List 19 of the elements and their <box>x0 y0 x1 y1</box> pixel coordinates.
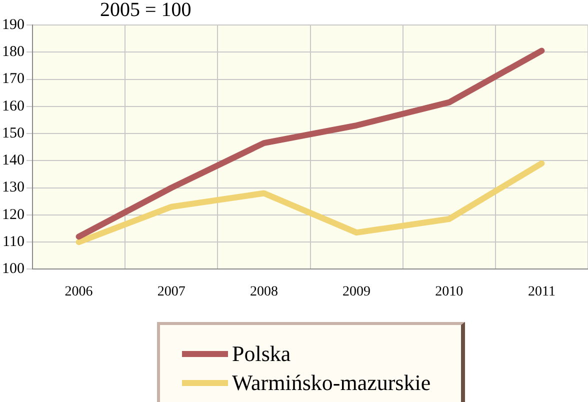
y-tick-label: 160 <box>2 98 24 114</box>
y-tick-label: 190 <box>2 16 24 33</box>
y-tick-label: 120 <box>2 206 24 223</box>
x-tick-label: 2011 <box>528 284 556 300</box>
y-tick-label: 140 <box>2 152 24 169</box>
x-tick-label: 2009 <box>342 284 371 300</box>
x-tick-label: 2008 <box>250 284 278 300</box>
y-tick-label: 110 <box>2 234 24 250</box>
y-tick-label: 130 <box>2 180 24 196</box>
y-tick-label: 170 <box>2 71 24 88</box>
legend-label: Polska <box>232 340 291 368</box>
y-tick-label: 180 <box>2 44 24 60</box>
legend-label: Warmińsko-mazurskie <box>232 369 431 397</box>
x-tick-label: 2006 <box>64 284 93 300</box>
x-tick-label: 2007 <box>157 284 186 300</box>
y-tick-label: 100 <box>2 261 24 278</box>
x-tick-label: 2010 <box>435 284 464 300</box>
y-tick-label: 150 <box>2 125 24 142</box>
chart-title: 2005 = 100 <box>100 0 192 21</box>
